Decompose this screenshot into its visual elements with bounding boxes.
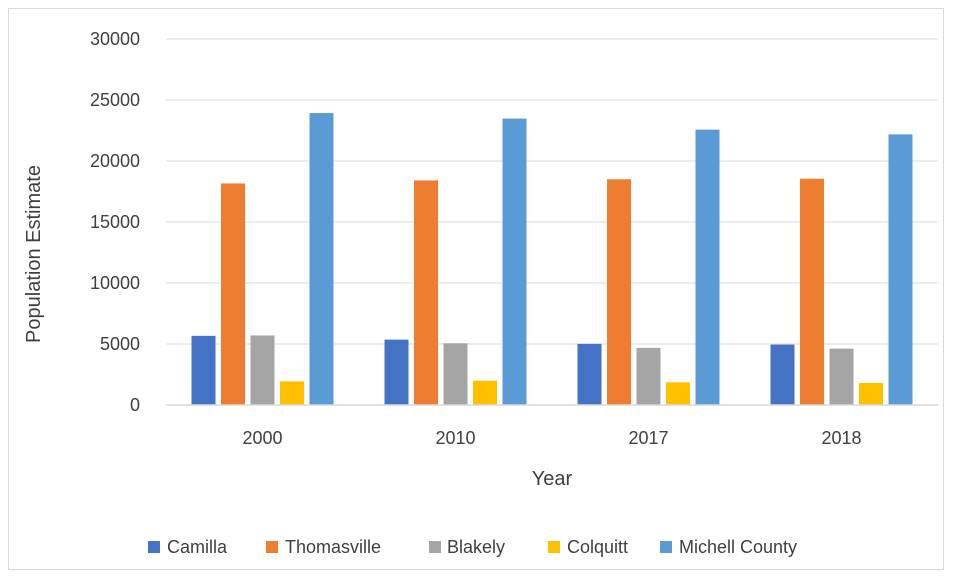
legend-swatch (148, 541, 160, 553)
legend-swatch (429, 541, 441, 553)
y-tick-label: 10000 (90, 273, 140, 293)
legend-swatch (548, 541, 560, 553)
y-tick-label: 0 (130, 395, 140, 415)
legend-label: Michell County (679, 537, 797, 557)
x-axis-title: Year (532, 468, 573, 490)
bar-michell-county-2010 (502, 118, 527, 405)
bar-thomasville-2000 (221, 183, 245, 405)
y-tick-label: 25000 (90, 90, 140, 110)
bar-colquitt-2010 (473, 380, 497, 405)
y-tick-label: 30000 (90, 29, 140, 49)
bar-blakely-2017 (636, 347, 661, 405)
y-axis-ticks: 0 5000 10000 15000 20000 25000 30000 (90, 29, 140, 415)
chart-area (8, 8, 944, 570)
legend-label: Colquitt (567, 537, 628, 557)
bar-camilla-2010 (384, 339, 409, 405)
legend-swatch (266, 541, 278, 553)
bar-camilla-2000 (191, 335, 216, 405)
legend-label: Camilla (167, 537, 228, 557)
legend: Camilla Thomasville Blakely Colquitt Michell… (148, 537, 797, 557)
bar-colquitt-2018 (859, 382, 883, 405)
bar-michell-county-2017 (695, 129, 720, 405)
bar-blakely-2000 (250, 335, 275, 405)
bar-michell-county-2000 (309, 113, 334, 405)
bar-blakely-2018 (829, 348, 854, 405)
legend-label: Blakely (447, 537, 505, 557)
y-tick-label: 15000 (90, 212, 140, 232)
x-tick-label: 2017 (628, 428, 668, 448)
y-axis-title: Population Estimate (23, 165, 45, 343)
y-tick-label: 5000 (100, 334, 140, 354)
bar-thomasville-2010 (414, 180, 438, 405)
x-axis-ticks: 2000 2010 2017 2018 (242, 428, 861, 448)
bar-michell-county-2018 (888, 134, 913, 406)
bar-thomasville-2018 (800, 178, 824, 405)
bar-colquitt-2000 (280, 381, 304, 405)
bar-thomasville-2017 (607, 179, 631, 405)
bar-colquitt-2017 (666, 382, 690, 405)
legend-swatch (660, 541, 672, 553)
legend-label: Thomasville (285, 537, 381, 557)
bars (191, 113, 913, 406)
y-tick-label: 20000 (90, 151, 140, 171)
x-tick-label: 2018 (821, 428, 861, 448)
bar-camilla-2018 (770, 344, 795, 405)
bar-camilla-2017 (577, 343, 602, 405)
x-tick-label: 2010 (435, 428, 475, 448)
x-tick-label: 2000 (242, 428, 282, 448)
bar-blakely-2010 (443, 343, 468, 405)
